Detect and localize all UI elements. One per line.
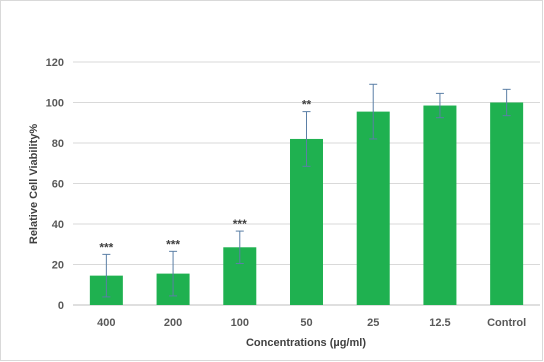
x-tick-label: Control: [487, 317, 526, 329]
y-tick-label: 120: [46, 57, 64, 69]
y-tick-label: 80: [52, 138, 64, 150]
x-tick-label: 400: [97, 317, 115, 329]
y-axis-title: Relative Cell Viability%: [28, 124, 40, 244]
x-tick-label: 50: [300, 317, 312, 329]
x-tick-label: 200: [164, 317, 182, 329]
y-tick-labels: 0 20 40 60 80 100 120: [46, 57, 64, 312]
error-bars: [102, 83, 511, 298]
y-tick-label: 60: [52, 179, 64, 191]
significance-labels: *** ********: [99, 98, 311, 255]
y-tick-label: 0: [58, 300, 64, 312]
bar: [356, 111, 390, 305]
significance-label: ***: [166, 237, 180, 251]
x-tick-label: 25: [367, 317, 379, 329]
x-tick-labels: 400 200 100 50 25 12.5 Control: [97, 317, 526, 329]
y-tick-label: 100: [46, 98, 64, 110]
y-tick-label: 20: [52, 260, 64, 272]
x-axis-title: Concentrations (µg/ml): [246, 337, 366, 349]
significance-label: **: [302, 98, 312, 112]
bar: [490, 102, 524, 305]
y-tick-label: 40: [52, 219, 64, 231]
significance-label: ***: [99, 240, 113, 254]
x-tick-label: 100: [231, 317, 249, 329]
significance-label: ***: [233, 217, 247, 231]
x-tick-label: 12.5: [429, 317, 450, 329]
bar: [423, 105, 457, 305]
